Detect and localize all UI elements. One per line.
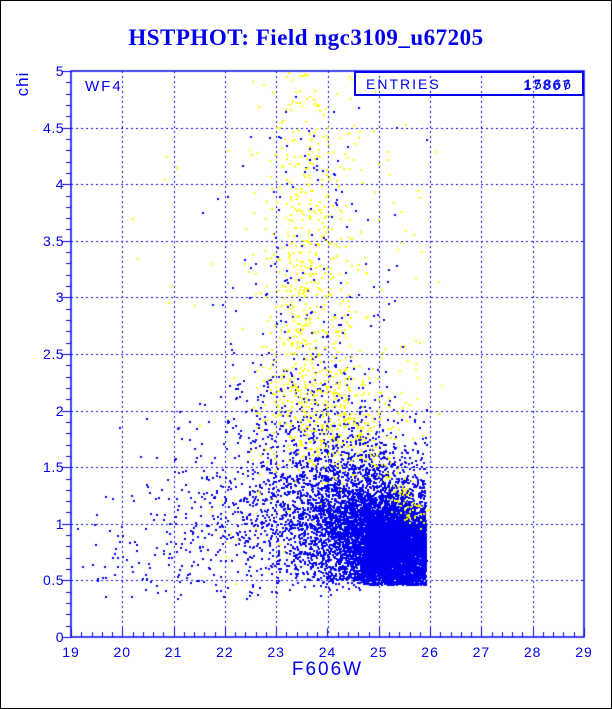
x-axis-label: F606W <box>291 659 364 680</box>
y-tick-label: 0.5 <box>43 572 64 589</box>
x-tick-label: 22 <box>216 644 234 660</box>
stats-entries-value-1: 15866 <box>524 76 573 92</box>
x-tick-label: 26 <box>421 644 439 660</box>
x-tick-label: 24 <box>318 644 337 660</box>
x-tick-label: 25 <box>370 644 388 660</box>
x-tick-label: 23 <box>267 644 285 660</box>
y-tick-label: 2.5 <box>43 346 64 362</box>
x-tick-label: 21 <box>164 644 183 660</box>
stats-entries-values: 15866 17867 <box>523 76 573 93</box>
y-tick-label: 1 <box>55 515 64 532</box>
y-tick-label: 4 <box>55 176 64 193</box>
stats-box: ENTRIES 15866 17867 <box>354 71 584 96</box>
x-tick-label: 27 <box>472 644 491 660</box>
x-tick-label: 29 <box>575 644 593 660</box>
y-tick-label: 3 <box>55 289 64 306</box>
page-title: HSTPHOT: Field ngc3109_u67205 <box>128 25 484 50</box>
stats-entries-value-2: 17867 <box>523 77 572 93</box>
y-tick-label: 1.5 <box>43 459 64 476</box>
y-tick-label: 3.5 <box>43 232 64 249</box>
y-tick-label: 0 <box>55 629 64 645</box>
detector-label: WF4 <box>85 78 123 95</box>
x-tick-label: 19 <box>62 644 80 660</box>
stats-entries-label: ENTRIES <box>366 76 441 92</box>
y-tick-label: 2 <box>55 402 64 419</box>
x-tick-label: 20 <box>113 644 132 660</box>
y-tick-label: 4.5 <box>43 119 64 136</box>
x-tick-label: 28 <box>523 644 542 660</box>
y-tick-label: 5 <box>55 63 64 79</box>
